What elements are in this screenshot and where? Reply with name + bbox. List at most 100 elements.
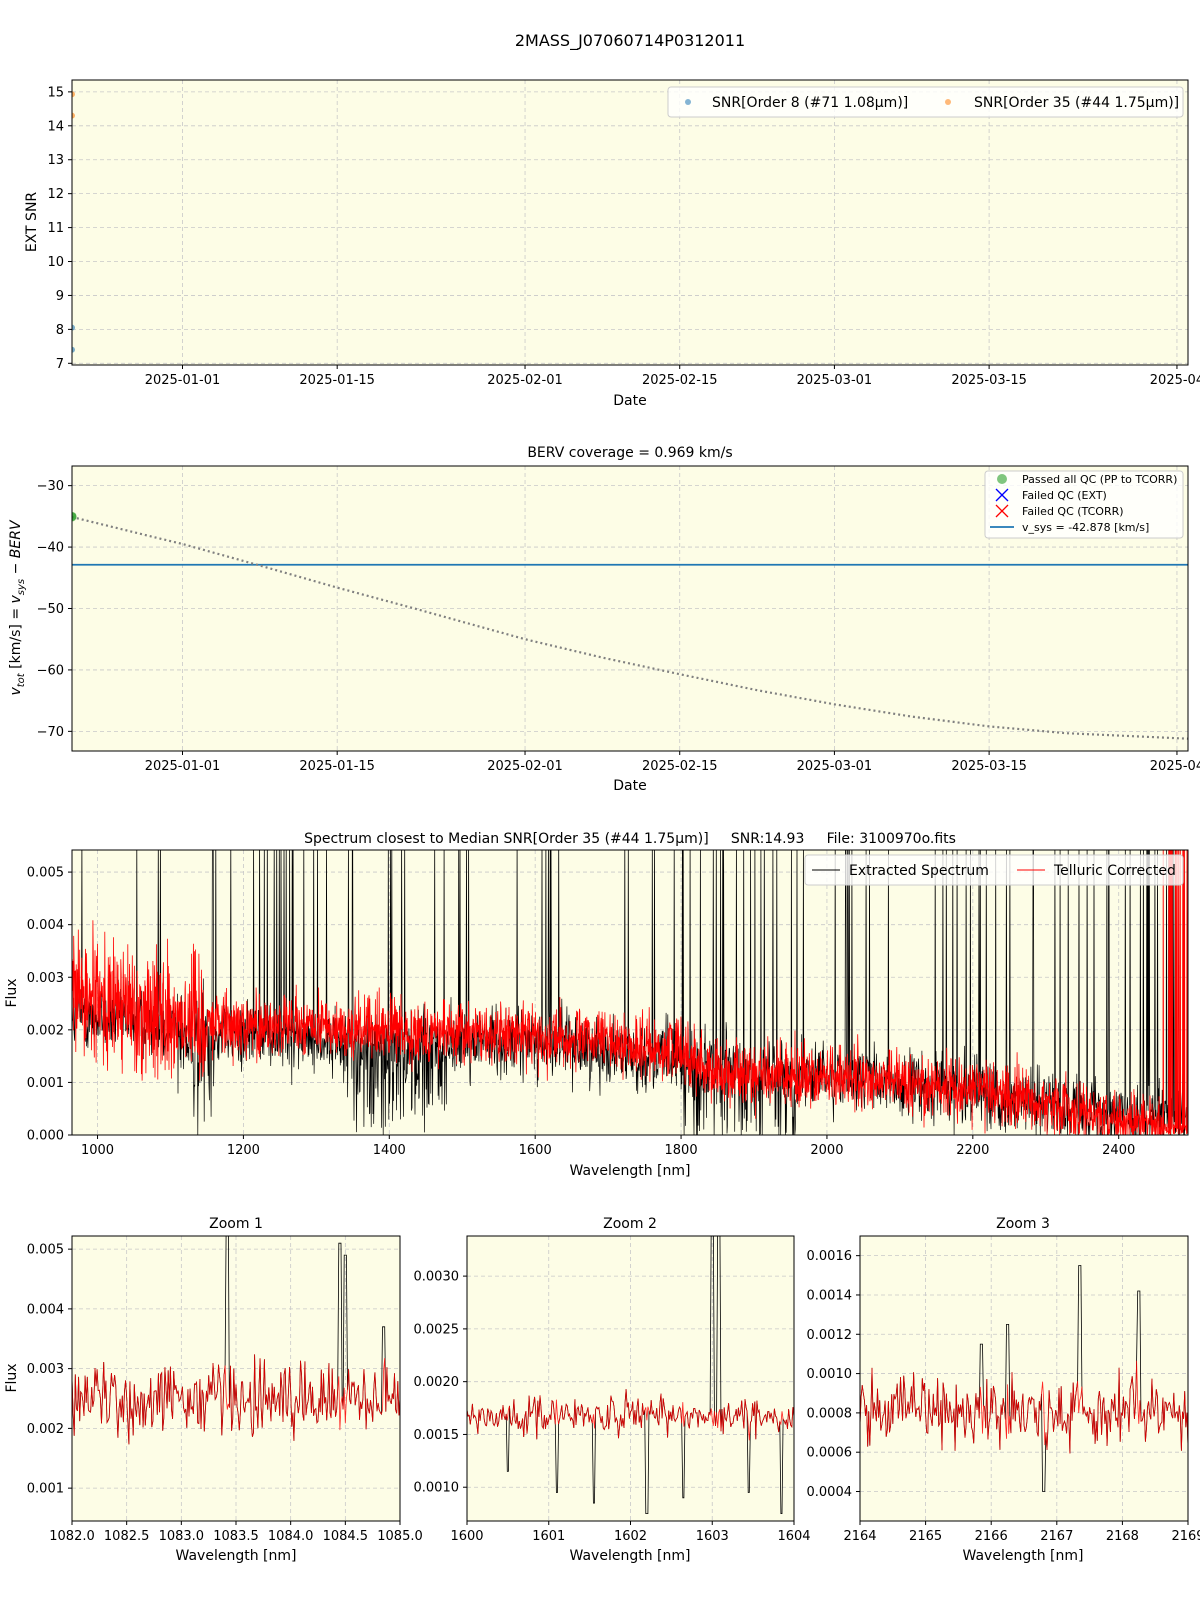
y-tick-label: −50 [37, 602, 64, 617]
x-tick-label: 2025-01-01 [145, 373, 221, 388]
y-tick-label: 0.0004 [807, 1485, 853, 1500]
berv-title: BERV coverage = 0.969 km/s [527, 445, 732, 461]
berv-legend-box [984, 470, 1184, 539]
spectrum-legend: Extracted Spectrum Telluric Corrected [804, 854, 1184, 886]
spectrum-marks [72, 850, 1188, 1135]
y-tick-label: 0.005 [27, 866, 64, 881]
x-tick-label: 1083.5 [213, 1529, 259, 1544]
spectrum-title: Spectrum closest to Median SNR[Order 35 … [304, 831, 956, 847]
zoom-telluric-line [467, 1389, 794, 1441]
x-tick-label: 1603 [696, 1529, 729, 1544]
spectrum-legend-extracted: Extracted Spectrum [849, 863, 989, 879]
spectrum-panel: Spectrum closest to Median SNR[Order 35 … [4, 831, 1189, 1179]
y-tick-label: −30 [37, 479, 64, 494]
berv-legend-passed-marker [997, 474, 1007, 484]
spectrum-legend-telluric: Telluric Corrected [1053, 863, 1176, 879]
spectrum-frame [71, 849, 1189, 1136]
spectrum-ylabel: Flux [4, 978, 20, 1007]
snr-legend-order8: SNR[Order 8 (#71 1.08μm)] [712, 95, 908, 111]
snr-point [72, 91, 75, 98]
zoom2-ticks: 1600 1601 1602 1603 1604 0.0010 0.0015 0.0020 0.… [414, 1270, 811, 1544]
y-tick-label: 15 [47, 85, 64, 100]
x-tick-label: 2025-01-15 [299, 373, 375, 388]
zoom2-panel: Zoom 2 1600 1601 1602 1603 1604 0.0010 0.0015 0… [414, 1216, 811, 1564]
zoom3-frame [859, 1235, 1189, 1522]
y-tick-label: 0.002 [27, 1422, 64, 1437]
x-tick-label: 1084.0 [268, 1529, 314, 1544]
snr-grid [72, 80, 1188, 365]
snr-ylabel: EXT SNR [24, 192, 40, 253]
snr-plot-area [72, 80, 1188, 365]
telluric-corrected-line [72, 850, 1188, 1135]
y-tick-label: 0.0010 [414, 1481, 460, 1496]
berv-frame [71, 465, 1189, 752]
x-tick-label: 2025-02-01 [487, 373, 563, 388]
y-tick-label: 0.000 [27, 1129, 64, 1144]
x-tick-label: 1085.0 [377, 1529, 423, 1544]
x-tick-label: 1200 [227, 1143, 260, 1158]
zoom-telluric-line [72, 1354, 400, 1445]
snr-legend-order8-marker [685, 99, 691, 105]
zoom-telluric-line [860, 1360, 1188, 1454]
zoom1-panel: Zoom 1 1082.0 1082.5 1083.0 1083.5 1084.0 108… [4, 1216, 423, 1564]
snr-xlabel: Date [613, 393, 646, 409]
zoom3-panel: Zoom 3 2164 2165 2166 2167 2168 2169 0.0004 0.0… [807, 1216, 1200, 1564]
x-tick-label: 2025-01-01 [145, 759, 221, 774]
y-tick-label: 0.0030 [414, 1270, 460, 1285]
zoom2-frame [466, 1235, 795, 1522]
x-tick-label: 2025-02-01 [487, 759, 563, 774]
y-tick-label: 0.0025 [414, 1322, 460, 1337]
x-tick-label: 1600 [450, 1529, 483, 1544]
berv-legend-failed-ext: Failed QC (EXT) [1022, 489, 1107, 502]
snr-ticks: 2025-01-01 2025-01-15 2025-02-01 2025-02-15… [47, 85, 1200, 388]
y-tick-label: 0.003 [27, 971, 64, 986]
y-tick-label: 0.004 [27, 1302, 64, 1317]
x-tick-label: 2025-01-15 [299, 759, 375, 774]
x-tick-label: 2165 [909, 1529, 942, 1544]
y-tick-label: 8 [56, 323, 64, 338]
x-tick-label: 1600 [519, 1143, 552, 1158]
zoom1-marks [72, 1236, 400, 1445]
x-tick-label: 1084.5 [323, 1529, 369, 1544]
snr-panel: 2025-01-01 2025-01-15 2025-02-01 2025-02-15… [24, 79, 1200, 409]
x-tick-label: 2025-03-15 [951, 373, 1027, 388]
x-tick-label: 2166 [975, 1529, 1008, 1544]
zoom2-xlabel: Wavelength [nm] [570, 1548, 691, 1564]
x-tick-label: 1604 [777, 1529, 810, 1544]
snr-legend-box [667, 86, 1184, 118]
zoom3-ticks: 2164 2165 2166 2167 2168 2169 0.0004 0.0006 0.00… [807, 1249, 1200, 1544]
y-tick-label: −70 [37, 725, 64, 740]
x-tick-label: 2167 [1040, 1529, 1073, 1544]
zoom1-title: Zoom 1 [209, 1216, 263, 1232]
berv-ticks: 2025-01-01 2025-01-15 2025-02-01 2025-02-15… [37, 479, 1200, 774]
y-tick-label: −60 [37, 663, 64, 678]
berv-legend-failed-tcorr-marker [995, 504, 1009, 518]
zoom3-xlabel: Wavelength [nm] [963, 1548, 1084, 1564]
figure-title: 2MASS_J07060714P0312011 [515, 31, 745, 51]
y-tick-label: 0.002 [27, 1023, 64, 1038]
x-tick-label: 2200 [956, 1143, 989, 1158]
x-tick-label: 2025-04 [1150, 759, 1200, 774]
snr-legend-order35-marker [945, 99, 951, 105]
y-tick-label: 0.0010 [807, 1367, 853, 1382]
berv-legend-vsys: v_sys = -42.878 [km/s] [1022, 521, 1149, 534]
y-tick-label: 0.0012 [807, 1328, 853, 1343]
x-tick-label: 1800 [665, 1143, 698, 1158]
zoom1-ticks: 1082.0 1082.5 1083.0 1083.5 1084.0 1084.5 1085… [27, 1243, 423, 1544]
y-tick-label: 10 [47, 255, 64, 270]
y-tick-label: 0.0008 [807, 1406, 853, 1421]
x-tick-label: 1000 [81, 1143, 114, 1158]
zoom1-frame [71, 1235, 401, 1522]
berv-legend-failed-ext-marker [995, 488, 1009, 502]
x-tick-label: 1082.0 [49, 1529, 95, 1544]
berv-panel: BERV coverage = 0.969 km/s 2025-01-01 202… [8, 445, 1200, 794]
x-tick-label: 2000 [810, 1143, 843, 1158]
y-tick-label: 0.0014 [807, 1288, 853, 1303]
berv-xlabel: Date [613, 778, 646, 794]
berv-legend-passed: Passed all QC (PP to TCORR) [1022, 473, 1177, 486]
y-tick-label: 13 [47, 153, 64, 168]
y-tick-label: 0.004 [27, 918, 64, 933]
x-tick-label: 2025-03-01 [797, 759, 873, 774]
y-tick-label: 11 [47, 221, 64, 236]
